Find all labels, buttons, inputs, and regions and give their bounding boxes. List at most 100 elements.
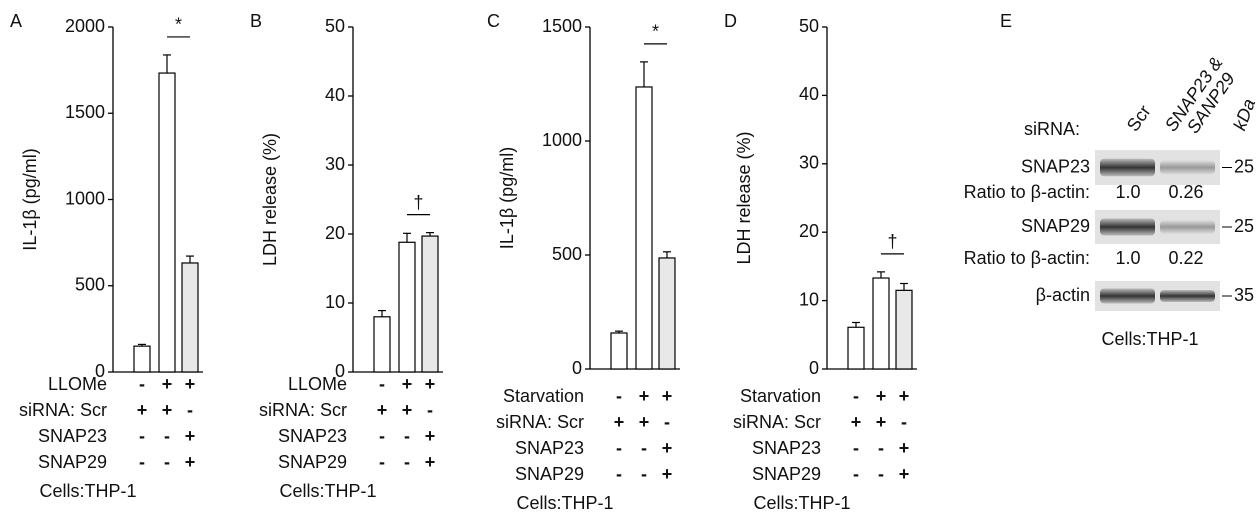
bar xyxy=(848,327,864,369)
condition-label: SNAP23 xyxy=(515,438,584,458)
blot-band xyxy=(1100,289,1155,304)
condition-label: SNAP23 xyxy=(38,426,107,446)
y-axis-label: LDH release (%) xyxy=(260,133,280,266)
condition-mark: - xyxy=(164,452,170,472)
panel-label: B xyxy=(250,11,262,31)
y-tick-label: 1000 xyxy=(65,188,105,208)
condition-label: Starvation xyxy=(740,386,821,406)
panel-label: D xyxy=(724,11,737,31)
condition-mark: + xyxy=(639,386,650,406)
y-tick-label: 40 xyxy=(325,85,345,105)
condition-mark: - xyxy=(379,452,385,472)
condition-mark: - xyxy=(616,464,622,484)
condition-mark: + xyxy=(162,374,173,394)
y-tick-label: 2000 xyxy=(65,16,105,36)
y-tick-label: 10 xyxy=(325,292,345,312)
condition-mark: - xyxy=(878,464,884,484)
bar xyxy=(159,73,175,372)
row-label: SNAP23 xyxy=(1021,156,1090,176)
y-axis-label: IL-1β (pg/ml) xyxy=(497,147,517,249)
ratio-value: 1.0 xyxy=(1115,248,1140,268)
condition-label: siRNA: Scr xyxy=(19,400,107,420)
panel-label: A xyxy=(10,11,22,31)
condition-mark: - xyxy=(139,374,145,394)
ratio-value: 0.26 xyxy=(1168,182,1203,202)
y-tick-label: 30 xyxy=(325,154,345,174)
condition-mark: + xyxy=(851,412,862,432)
y-tick-label: 20 xyxy=(799,221,819,241)
condition-mark: + xyxy=(425,452,436,472)
condition-mark: - xyxy=(641,438,647,458)
condition-mark: - xyxy=(139,452,145,472)
bar xyxy=(873,278,889,369)
condition-mark: - xyxy=(853,386,859,406)
condition-mark: + xyxy=(876,412,887,432)
condition-mark: - xyxy=(164,426,170,446)
condition-mark: + xyxy=(185,452,196,472)
bar xyxy=(134,346,150,372)
lane-label: Scr xyxy=(1123,101,1155,135)
y-tick-label: 1000 xyxy=(542,130,582,150)
y-tick-label: 500 xyxy=(552,244,582,264)
y-tick-label: 1500 xyxy=(65,102,105,122)
condition-mark: + xyxy=(876,386,887,406)
condition-mark: - xyxy=(379,374,385,394)
condition-mark: + xyxy=(425,426,436,446)
y-tick-label: 500 xyxy=(75,275,105,295)
cells-label: Cells:THP-1 xyxy=(39,481,136,501)
condition-mark: + xyxy=(614,412,625,432)
cells-label: Cells:THP-1 xyxy=(516,493,613,513)
ratio-value: 0.22 xyxy=(1168,248,1203,268)
condition-mark: - xyxy=(187,400,193,420)
condition-mark: + xyxy=(899,386,910,406)
y-tick-label: 30 xyxy=(799,153,819,173)
y-axis-label: LDH release (%) xyxy=(734,131,754,264)
condition-mark: + xyxy=(162,400,173,420)
bar xyxy=(182,263,198,372)
condition-label: LLOMe xyxy=(48,374,107,394)
y-tick-label: 1500 xyxy=(542,16,582,36)
condition-label: SNAP23 xyxy=(752,438,821,458)
condition-label: SNAP29 xyxy=(38,452,107,472)
condition-mark: + xyxy=(377,400,388,420)
y-tick-label: 10 xyxy=(799,289,819,309)
blot-band xyxy=(1100,159,1155,177)
condition-label: SNAP23 xyxy=(278,426,347,446)
y-axis-label: IL-1β (pg/ml) xyxy=(20,148,40,250)
blot-band xyxy=(1160,161,1215,175)
panel-label: C xyxy=(487,11,500,31)
ratio-label: Ratio to β-actin: xyxy=(964,182,1090,202)
significance-mark: † xyxy=(887,232,897,252)
condition-mark: + xyxy=(899,464,910,484)
y-tick-label: 50 xyxy=(325,16,345,36)
condition-mark: + xyxy=(137,400,148,420)
marker-label: 25 xyxy=(1234,156,1254,176)
condition-mark: - xyxy=(404,452,410,472)
condition-mark: - xyxy=(379,426,385,446)
ratio-label: Ratio to β-actin: xyxy=(964,248,1090,268)
condition-mark: - xyxy=(616,386,622,406)
y-tick-label: 40 xyxy=(799,84,819,104)
condition-label: SNAP29 xyxy=(515,464,584,484)
panel-label: E xyxy=(1000,11,1012,31)
y-tick-label: 0 xyxy=(572,358,582,378)
bar xyxy=(659,258,675,369)
condition-mark: + xyxy=(662,464,673,484)
condition-mark: - xyxy=(664,412,670,432)
condition-label: LLOMe xyxy=(288,374,347,394)
condition-mark: - xyxy=(139,426,145,446)
condition-mark: + xyxy=(185,374,196,394)
condition-mark: - xyxy=(901,412,907,432)
condition-mark: + xyxy=(425,374,436,394)
y-tick-label: 0 xyxy=(809,358,819,378)
condition-mark: + xyxy=(185,426,196,446)
cells-label: Cells:THP-1 xyxy=(279,481,376,501)
condition-mark: + xyxy=(639,412,650,432)
cells-label: Cells:THP-1 xyxy=(1101,329,1198,349)
row-label: SNAP29 xyxy=(1021,216,1090,236)
condition-mark: - xyxy=(641,464,647,484)
bar xyxy=(399,242,415,372)
condition-mark: + xyxy=(402,374,413,394)
figure: AIL-1β (pg/ml)0500100015002000*LLOMe-++s… xyxy=(0,0,1258,527)
marker-label: 35 xyxy=(1234,285,1254,305)
